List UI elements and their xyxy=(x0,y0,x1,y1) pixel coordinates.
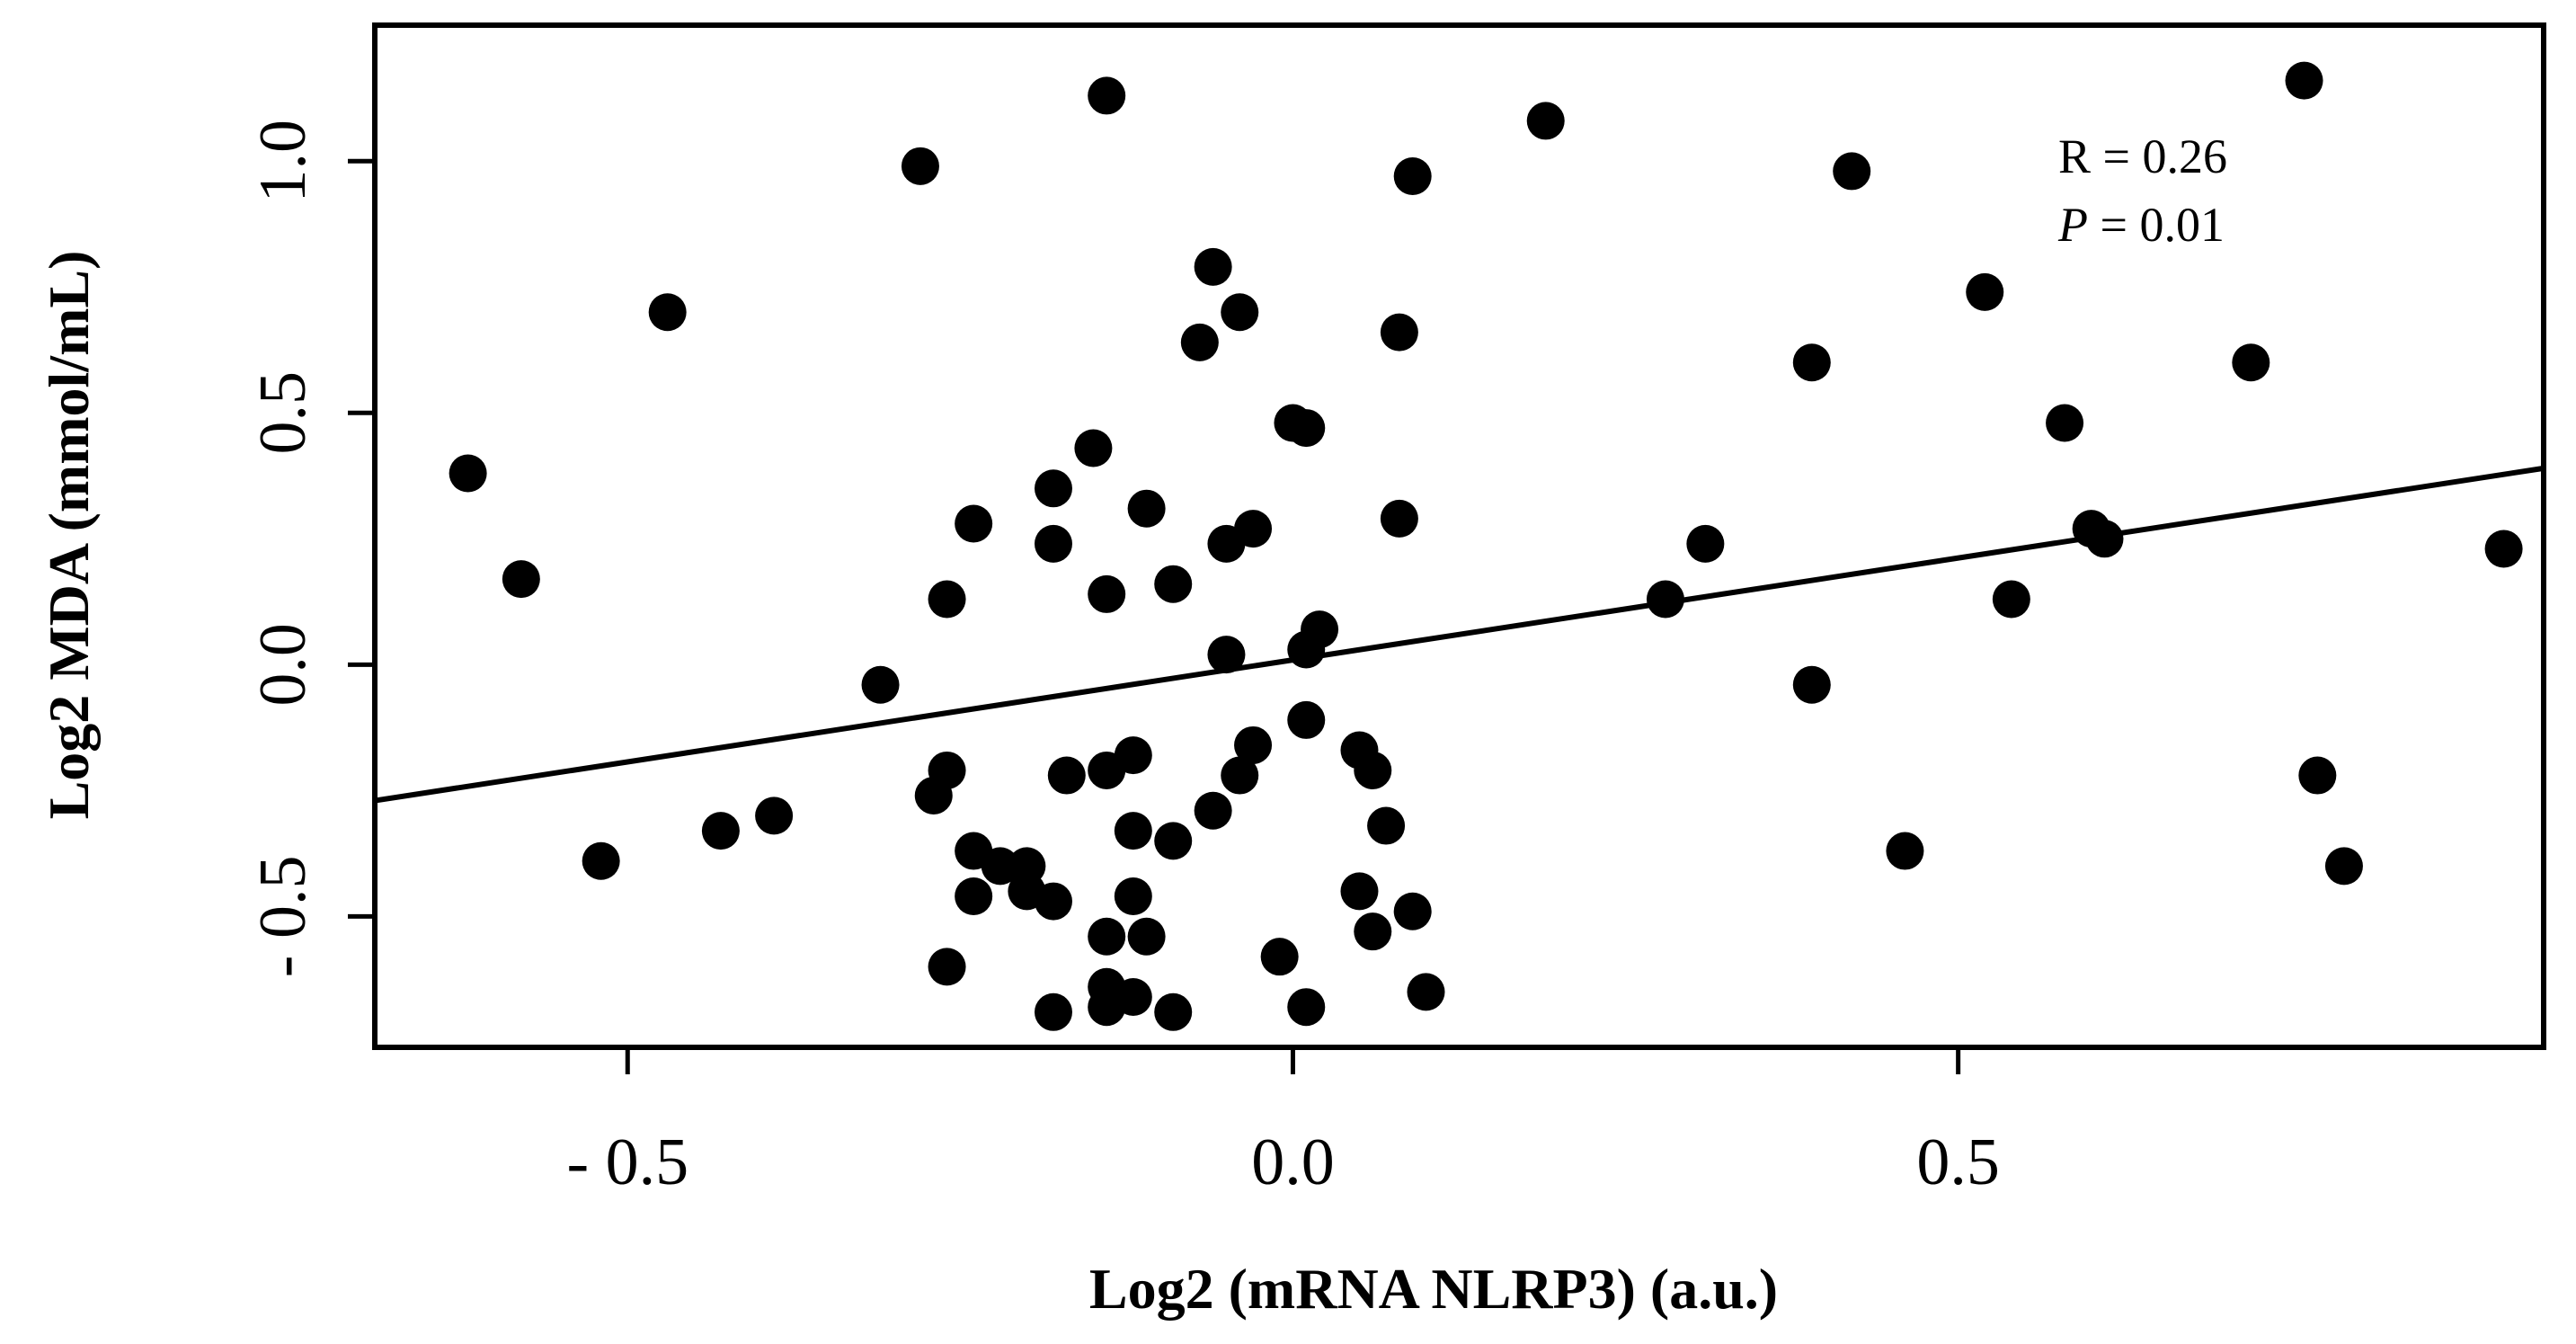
data-point xyxy=(1646,580,1684,619)
data-point xyxy=(928,751,966,789)
data-point xyxy=(1287,988,1326,1027)
x-axis-title: Log2 (mRNA NLRP3) (a.u.) xyxy=(1089,1257,1778,1321)
data-points xyxy=(449,61,2523,1031)
data-point xyxy=(955,504,993,543)
data-point xyxy=(1234,725,1273,764)
data-point xyxy=(1194,247,1232,286)
data-point xyxy=(1034,469,1072,508)
data-point xyxy=(648,293,687,332)
data-point xyxy=(1287,409,1326,448)
correlation-r-text: R = 0.26 xyxy=(2058,129,2227,183)
data-point xyxy=(1180,323,1219,361)
y-tick-label: 1.0 xyxy=(246,120,320,203)
y-axis-ticks: - 0.5 0.0 0.5 1.0 xyxy=(246,120,375,977)
p-value-text: P = 0.01 xyxy=(2057,198,2225,252)
data-point xyxy=(928,948,966,986)
data-point xyxy=(1234,510,1273,548)
data-point xyxy=(1154,992,1193,1031)
data-point xyxy=(1393,892,1432,930)
data-point xyxy=(1367,806,1406,845)
data-point xyxy=(1354,912,1392,951)
data-point xyxy=(955,877,993,915)
data-point xyxy=(1207,636,1246,674)
data-point xyxy=(1301,610,1339,649)
data-point xyxy=(1992,580,2030,619)
x-tick-label: 0.0 xyxy=(1251,1126,1335,1199)
data-point xyxy=(981,847,1019,886)
data-point xyxy=(2324,847,2363,886)
data-point xyxy=(1194,791,1232,830)
data-point xyxy=(1221,756,1259,795)
data-point xyxy=(928,580,966,619)
data-point xyxy=(1114,977,1152,1016)
data-point xyxy=(1114,877,1152,915)
data-point xyxy=(1127,917,1166,956)
data-point xyxy=(1380,313,1418,352)
p-value-label: P xyxy=(2057,198,2088,252)
data-point xyxy=(901,147,939,185)
data-point xyxy=(2285,61,2323,100)
data-point xyxy=(701,812,740,850)
data-point xyxy=(1154,822,1193,860)
y-tick-label: - 0.5 xyxy=(246,856,320,978)
data-point xyxy=(2484,530,2523,568)
regression-line xyxy=(374,465,2545,804)
plot-frame xyxy=(372,22,2546,1050)
data-point xyxy=(1526,102,1565,140)
data-point xyxy=(1034,524,1072,563)
data-point xyxy=(1407,973,1445,1011)
data-point xyxy=(1114,812,1152,850)
x-tick-label: 0.5 xyxy=(1916,1126,2000,1199)
data-point xyxy=(1886,832,1924,870)
data-point xyxy=(1393,157,1432,196)
x-tick-label: - 0.5 xyxy=(566,1126,688,1199)
data-point xyxy=(1966,272,2004,311)
y-axis-title: Log2 MDA (mmol/mL) xyxy=(37,251,101,820)
data-point xyxy=(1114,736,1152,775)
data-point xyxy=(2232,343,2270,382)
data-point xyxy=(1354,751,1392,789)
data-point xyxy=(1260,938,1299,976)
p-value-number: = 0.01 xyxy=(2088,198,2225,252)
data-point xyxy=(861,665,900,704)
data-point xyxy=(755,797,794,835)
data-point xyxy=(449,454,487,493)
data-point xyxy=(1792,665,1831,704)
data-point xyxy=(1088,76,1126,115)
data-point xyxy=(1088,574,1126,613)
data-point xyxy=(1154,565,1193,603)
data-point xyxy=(1686,524,1725,563)
data-point xyxy=(1380,499,1418,538)
data-point xyxy=(2085,520,2124,558)
y-tick-label: 0.5 xyxy=(246,371,320,455)
data-point xyxy=(582,841,620,880)
data-point xyxy=(1047,756,1086,795)
data-point xyxy=(1088,917,1126,956)
x-axis-ticks: - 0.5 0.0 0.5 xyxy=(566,1047,2000,1199)
data-point xyxy=(1287,700,1326,739)
data-point xyxy=(1792,343,1831,382)
data-point xyxy=(2046,404,2084,442)
data-point xyxy=(502,560,540,599)
data-point xyxy=(1833,152,1871,191)
y-tick-label: 0.0 xyxy=(246,623,320,707)
data-point xyxy=(1034,882,1072,921)
data-point xyxy=(1034,992,1072,1031)
data-point xyxy=(1074,429,1113,467)
data-point xyxy=(1340,872,1379,911)
data-point xyxy=(1127,489,1166,528)
data-point xyxy=(2298,756,2337,795)
data-point xyxy=(1221,293,1259,332)
